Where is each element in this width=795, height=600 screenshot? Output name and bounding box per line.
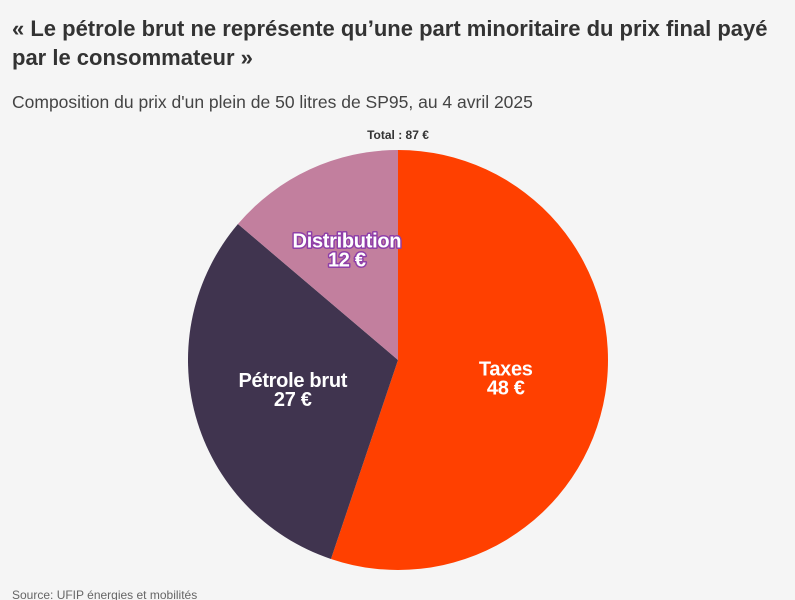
pie-labels: Taxes 48 € Pétrole brut 27 € Distribution 12 …	[238, 229, 533, 411]
pie-total-label: Total : 87 €	[367, 128, 429, 142]
pie-chart: Total : 87 € Taxes 48 € Pétrole brut 27 € Di…	[187, 128, 609, 570]
pie-label-value: 48 €	[487, 378, 525, 400]
pie-slices	[187, 150, 609, 570]
pie-label-category: Distribution	[293, 230, 402, 252]
pie-label-category: Taxes	[479, 359, 533, 381]
pie-slice-taxes	[330, 150, 609, 570]
source-note: Source: UFIP énergies et mobilités	[12, 588, 198, 600]
pie-label-petrole-brut: Pétrole brut 27 €	[238, 370, 347, 411]
pie-label-value: 27 €	[274, 389, 312, 411]
pie-label-distribution: Distribution 12 €	[293, 230, 402, 271]
pie-label-taxes: Taxes 48 €	[479, 359, 533, 400]
pie-slice-petrole-brut	[187, 224, 398, 560]
chart-subtitle: Composition du prix d'un plein de 50 lit…	[12, 92, 533, 112]
pie-label-value: 12 €	[328, 249, 366, 271]
pie-label-category: Pétrole brut	[238, 370, 347, 392]
pie-slice-distribution	[237, 150, 398, 360]
chart-title: « Le pétrole brut ne représente qu’une p…	[12, 16, 768, 70]
